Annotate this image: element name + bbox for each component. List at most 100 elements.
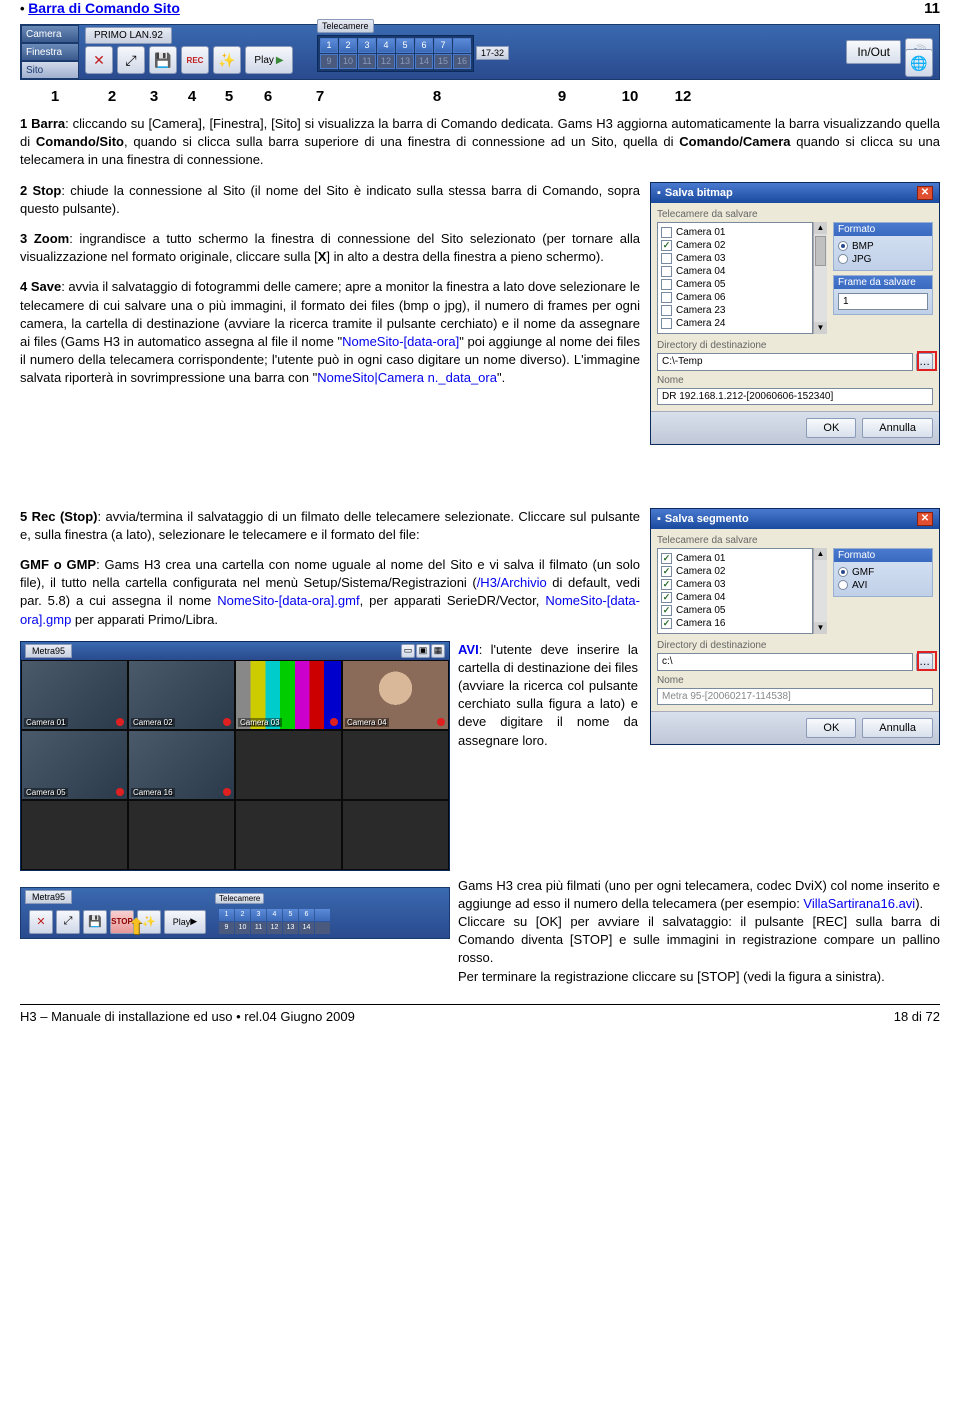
cam-cell[interactable]: 14 [415,54,433,69]
stop-button[interactable]: ✕ [29,910,53,934]
name-input[interactable]: DR 192.168.1.212-[20060606-152340] [657,388,933,405]
camera-thumbnail[interactable]: Camera 16 [128,730,235,800]
cam-cell[interactable]: 7 [434,38,452,53]
tab-sito[interactable]: Sito [21,61,79,79]
save-button[interactable]: 💾 [149,46,177,74]
mini-cam-cell[interactable]: 9 [219,922,234,934]
zoom-button[interactable]: ⤢ [56,910,80,934]
camera-selector-grid[interactable]: 1234567910111213141516 [317,35,474,72]
camera-thumbnail[interactable]: Camera 03 [235,660,342,730]
cam-cell[interactable]: 10 [339,54,357,69]
tab-camera[interactable]: Camera [21,25,79,43]
cam-cell[interactable]: 3 [358,38,376,53]
scrollbar[interactable]: ▲▼ [813,548,827,634]
mini-cam-cell[interactable] [315,909,330,921]
camera-checkbox-row[interactable]: Camera 06 [661,291,809,304]
cam-cell[interactable]: 12 [377,54,395,69]
telecamere-label: Telecamere [317,19,374,33]
camera-checkbox-row[interactable]: Camera 05 [661,278,809,291]
camera-thumbnail[interactable] [21,800,128,870]
avi-radio[interactable]: AVI [838,579,928,592]
play-button[interactable]: Play▶ [245,46,293,74]
yellow-arrow-icon: ⬆ [127,914,145,940]
zoom-button[interactable]: ⤢ [117,46,145,74]
dir-input[interactable]: c:\ [657,653,913,671]
tab-finestra[interactable]: Finestra [21,43,79,61]
cam-cell[interactable]: 4 [377,38,395,53]
bullet: • [20,1,25,16]
mini-cam-cell[interactable]: 10 [235,922,250,934]
mini-cam-cell[interactable]: 14 [299,922,314,934]
bmp-radio[interactable]: BMP [838,240,928,253]
mini-cam-cell[interactable]: 6 [299,909,314,921]
scrollbar[interactable]: ▲▼ [813,222,827,334]
camera-checkbox-row[interactable]: Camera 04 [661,265,809,278]
globe-icon[interactable]: 🌐 [905,49,933,77]
play-button[interactable]: Play▶ [164,910,206,934]
camera-checkbox-row[interactable]: Camera 23 [661,304,809,317]
camera-thumbnail[interactable] [342,800,449,870]
mini-camera-grid[interactable]: 12345691011121314 [219,909,330,934]
mini-cam-cell[interactable]: 12 [267,922,282,934]
cam-cell[interactable]: 13 [396,54,414,69]
mini-cam-cell[interactable]: 1 [219,909,234,921]
cam-cell[interactable]: 9 [320,54,338,69]
inout-button[interactable]: In/Out [846,40,901,64]
camera-checkbox-row[interactable]: ✓Camera 16 [661,617,809,630]
cam-cell[interactable]: 16 [453,54,471,69]
para-4: 4 Save: avvia il salvataggio di fotogram… [20,278,640,387]
camera-thumbnail[interactable]: Camera 01 [21,660,128,730]
camera-checkbox-row[interactable]: Camera 24 [661,317,809,330]
cancel-button[interactable]: Annulla [862,718,933,738]
section-title[interactable]: Barra di Comando Sito [28,0,180,16]
bottom-toolbar: Metra95 ✕ ⤢ 💾 STOP ✨ Play▶ Telecamere 12… [20,887,450,939]
avi-text-narrow: AVI: l'utente deve inserire la cartella … [458,641,638,871]
close-icon[interactable]: ✕ [917,186,933,200]
cam-cell[interactable]: 5 [396,38,414,53]
mini-cam-cell[interactable]: 2 [235,909,250,921]
cam-cell[interactable]: 15 [434,54,452,69]
camera-thumbnail[interactable] [342,730,449,800]
ok-button[interactable]: OK [806,718,856,738]
cam-cell[interactable] [453,38,471,53]
cam-cell[interactable]: 6 [415,38,433,53]
camera-thumbnail[interactable] [235,800,342,870]
camera-thumbnail[interactable]: Camera 05 [21,730,128,800]
gmf-radio[interactable]: GMF [838,566,928,579]
camera-checkbox-row[interactable]: ✓Camera 02 [661,565,809,578]
close-icon[interactable]: ✕ [917,512,933,526]
camera-thumbnail[interactable]: Camera 02 [128,660,235,730]
cancel-button[interactable]: Annulla [862,418,933,438]
mini-cam-cell[interactable] [315,922,330,934]
dir-input[interactable]: C:\-Temp [657,353,913,371]
cam-cell[interactable]: 1 [320,38,338,53]
mini-cam-cell[interactable]: 4 [267,909,282,921]
camera-thumbnail[interactable] [128,800,235,870]
ok-button[interactable]: OK [806,418,856,438]
camera-checkbox-row[interactable]: ✓Camera 04 [661,591,809,604]
mini-cam-cell[interactable]: 5 [283,909,298,921]
jpg-radio[interactable]: JPG [838,253,928,266]
camera-checkbox-row[interactable]: Camera 03 [661,252,809,265]
save-button[interactable]: 💾 [83,910,107,934]
camera-checkbox-row[interactable]: ✓Camera 05 [661,604,809,617]
camera-checkbox-row[interactable]: Camera 01 [661,226,809,239]
para-3: 3 Zoom: ingrandisce a tutto schermo la f… [20,230,640,266]
mini-cam-cell[interactable]: 13 [283,922,298,934]
camera-thumbnail[interactable] [235,730,342,800]
camera-checkbox-row[interactable]: ✓Camera 02 [661,239,809,252]
dialog-title: Salva bitmap [665,187,733,199]
camera-checkbox-row[interactable]: ✓Camera 03 [661,578,809,591]
cam-cell[interactable]: 11 [358,54,376,69]
camera-thumbnail[interactable]: Camera 04 [342,660,449,730]
wizard-button[interactable]: ✨ [213,46,241,74]
name-input[interactable]: Metra 95-[20060217-114538] [657,688,933,705]
camera-checkbox-row[interactable]: ✓Camera 01 [661,552,809,565]
stop-button[interactable]: ✕ [85,46,113,74]
mini-cam-cell[interactable]: 3 [251,909,266,921]
rec-button[interactable]: REC [181,46,209,74]
frame-input[interactable]: 1 [838,293,928,310]
mini-cam-cell[interactable]: 11 [251,922,266,934]
camera-range-button[interactable]: 17-32 [476,46,509,60]
cam-cell[interactable]: 2 [339,38,357,53]
